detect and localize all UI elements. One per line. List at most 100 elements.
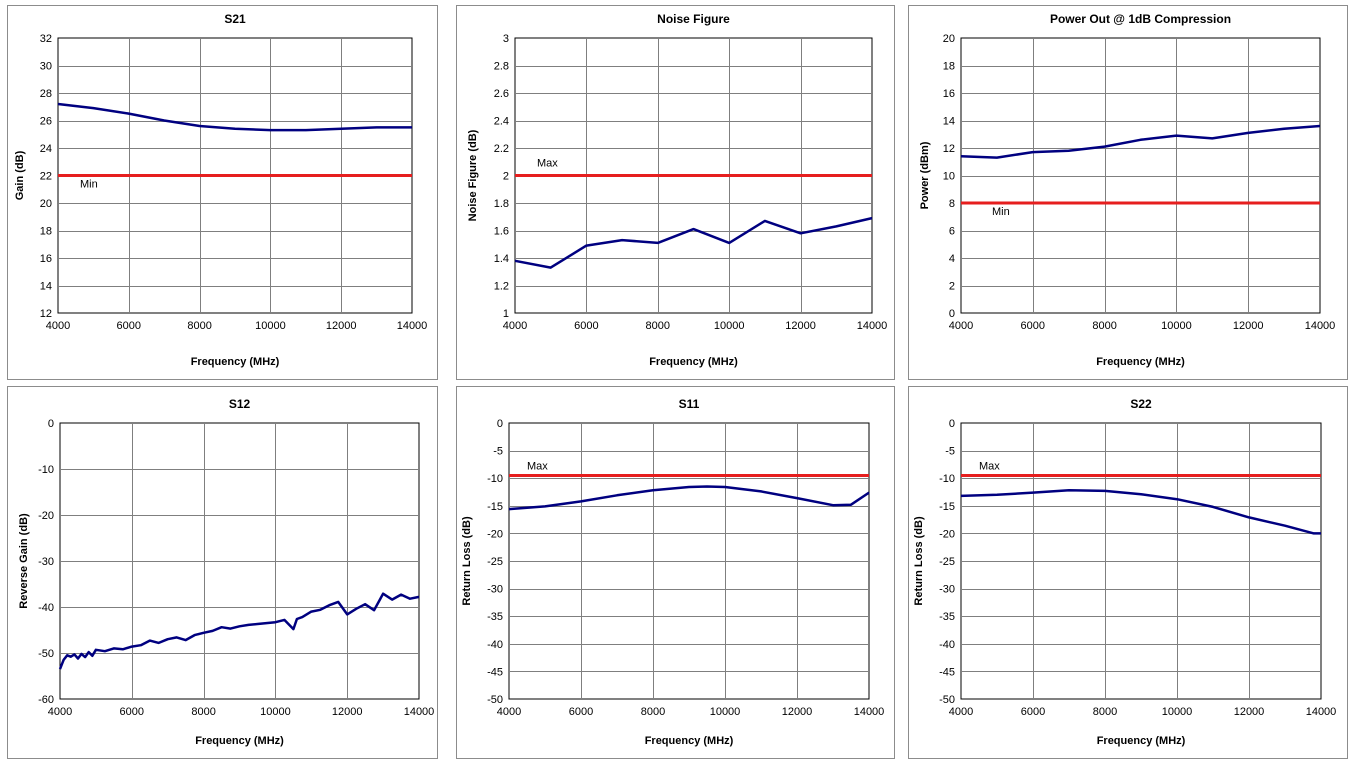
y-tick-label: -20 [38, 510, 54, 522]
chart-panel-s12: -60 -50 -40 -30 -20 -10 0 4000 6000 8000 10000 1200… [7, 386, 438, 759]
x-axis-label: Frequency (MHz) [1096, 356, 1185, 368]
y-tick-label: 6 [949, 226, 955, 238]
x-tick-label: 10000 [714, 320, 745, 332]
x-tick-label: 10000 [260, 706, 291, 718]
y-tick-label: -50 [939, 694, 955, 706]
chart-noise-figure: 1 1.2 1.4 1.6 1.8 2 2.2 2.4 2.6 2.8 3 4000 6000 8000 1… [456, 5, 895, 380]
chart-power-out: 0 2 4 6 8 10 12 14 16 18 20 4000 6000 8000 10000 12000 1… [908, 5, 1348, 380]
y-tick-label: 14 [40, 281, 52, 293]
y-tick-label: 3 [503, 33, 509, 45]
y-tick-label: 2.8 [494, 61, 509, 73]
x-tick-label: 14000 [1305, 320, 1336, 332]
x-axis-label: Frequency (MHz) [191, 356, 280, 368]
y-axis-label: Noise Figure (dB) [467, 129, 479, 221]
x-tick-label: 4000 [503, 320, 527, 332]
x-tick-label: 4000 [949, 706, 973, 718]
x-tick-label: 12000 [1234, 706, 1265, 718]
y-tick-label: 1.4 [494, 253, 509, 265]
y-tick-label: -60 [38, 694, 54, 706]
y-tick-label: 1.8 [494, 198, 509, 210]
y-tick-label: -10 [939, 473, 955, 485]
y-tick-label: -5 [493, 446, 503, 458]
y-tick-label: -10 [487, 473, 503, 485]
y-tick-label: 1 [503, 308, 509, 320]
y-axis-label: Return Loss (dB) [913, 516, 925, 606]
y-tick-label: 18 [40, 226, 52, 238]
chart-s12: -60 -50 -40 -30 -20 -10 0 4000 6000 8000 10000 1200… [7, 386, 438, 759]
x-tick-label: 6000 [1021, 320, 1045, 332]
y-tick-label: -45 [487, 666, 503, 678]
x-tick-label: 12000 [326, 320, 357, 332]
y-tick-label: 1.6 [494, 226, 509, 238]
y-axis-label: Return Loss (dB) [461, 516, 473, 606]
y-tick-label: -30 [38, 556, 54, 568]
y-tick-label: -35 [939, 611, 955, 623]
y-tick-label: 30 [40, 61, 52, 73]
y-tick-label: 10 [943, 171, 955, 183]
x-tick-label: 4000 [46, 320, 70, 332]
x-tick-label: 6000 [117, 320, 141, 332]
limit-label: Max [537, 158, 558, 170]
y-tick-label: 2 [949, 281, 955, 293]
y-tick-label: 24 [40, 143, 52, 155]
y-tick-label: -50 [38, 648, 54, 660]
y-tick-label: -20 [939, 528, 955, 540]
y-tick-label: -10 [38, 464, 54, 476]
y-tick-label: -45 [939, 666, 955, 678]
y-tick-label: -30 [939, 584, 955, 596]
y-axis-label: Power (dBm) [919, 141, 931, 209]
y-tick-label: 12 [40, 308, 52, 320]
x-tick-label: 14000 [1306, 706, 1337, 718]
x-tick-label: 14000 [854, 706, 885, 718]
plot-area [960, 37, 1321, 314]
limit-label: Min [80, 179, 98, 191]
y-tick-label: -15 [939, 501, 955, 513]
y-tick-label: 0 [48, 418, 54, 430]
y-tick-label: -25 [939, 556, 955, 568]
y-tick-label: 0 [949, 418, 955, 430]
x-tick-label: 14000 [857, 320, 888, 332]
chart-s21: 12 14 16 18 20 22 24 26 28 30 32 4000 6000 8000 10000 1… [7, 5, 438, 380]
x-tick-label: 6000 [120, 706, 144, 718]
y-tick-label: 18 [943, 61, 955, 73]
x-tick-label: 10000 [1162, 706, 1193, 718]
series-line [514, 216, 873, 269]
x-tick-label: 10000 [710, 706, 741, 718]
limit-label: Max [979, 460, 1000, 472]
chart-panel-s22: -50 -45 -40 -35 -30 -25 -20 -15 -10 -5 0 4000 6000 80… [908, 386, 1348, 759]
x-tick-label: 12000 [332, 706, 363, 718]
x-tick-label: 12000 [782, 706, 813, 718]
chart-title: Power Out @ 1dB Compression [1050, 12, 1231, 26]
x-tick-label: 8000 [1092, 320, 1116, 332]
x-tick-label: 10000 [255, 320, 286, 332]
limit-label: Max [527, 460, 548, 472]
y-axis-label: Reverse Gain (dB) [18, 513, 30, 609]
y-tick-label: 22 [40, 171, 52, 183]
y-tick-label: 20 [40, 198, 52, 210]
x-tick-label: 14000 [397, 320, 428, 332]
y-tick-label: 20 [943, 33, 955, 45]
chart-title: Noise Figure [657, 12, 730, 26]
x-tick-label: 8000 [187, 320, 211, 332]
y-tick-label: 2.4 [494, 116, 509, 128]
x-tick-label: 4000 [949, 320, 973, 332]
x-tick-label: 8000 [1093, 706, 1117, 718]
chart-title: S22 [1130, 397, 1152, 411]
y-tick-label: -50 [487, 694, 503, 706]
y-tick-label: 8 [949, 198, 955, 210]
x-tick-label: 4000 [497, 706, 521, 718]
chart-panel-noise-figure: 1 1.2 1.4 1.6 1.8 2 2.2 2.4 2.6 2.8 3 4000 6000 8000 1… [456, 5, 895, 380]
x-axis-label: Frequency (MHz) [649, 356, 738, 368]
x-tick-label: 14000 [404, 706, 435, 718]
x-axis-label: Frequency (MHz) [645, 735, 734, 747]
y-tick-label: -15 [487, 501, 503, 513]
x-tick-label: 8000 [191, 706, 215, 718]
x-tick-label: 6000 [1021, 706, 1045, 718]
series-line [57, 102, 412, 132]
y-tick-label: 16 [943, 88, 955, 100]
y-axis-label: Gain (dB) [14, 150, 26, 200]
x-tick-label: 4000 [48, 706, 72, 718]
x-tick-label: 6000 [574, 320, 598, 332]
